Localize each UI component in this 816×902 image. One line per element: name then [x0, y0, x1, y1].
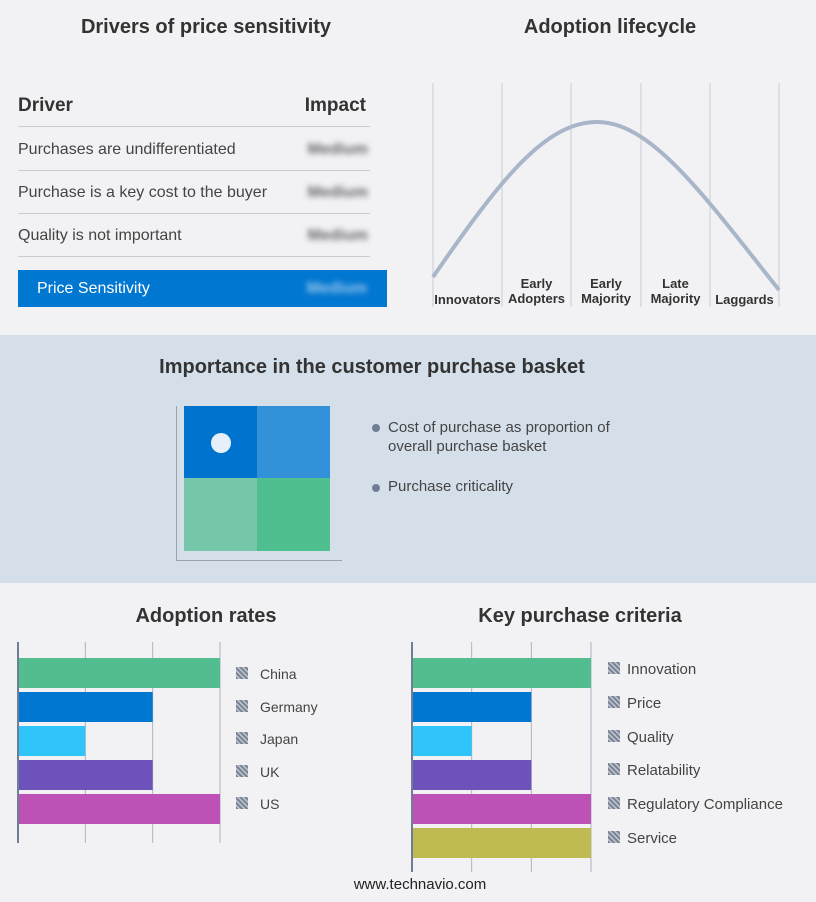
legend-item: China	[236, 666, 297, 682]
lifecycle-chart	[431, 83, 781, 307]
driver-row: Purchases are undifferentiated Medium	[18, 128, 370, 171]
legend-label: Innovation	[627, 661, 697, 678]
legend-swatch-icon	[608, 729, 620, 742]
legend-label: Quality	[627, 728, 674, 746]
matrix-quadrant-bottom-left	[184, 478, 257, 551]
legend-swatch-icon	[236, 732, 248, 744]
kpc-title: Key purchase criteria	[478, 605, 682, 627]
matrix-x-axis	[176, 560, 342, 561]
legend-item: Japan	[236, 731, 298, 747]
position-marker	[211, 433, 231, 453]
legend-bullet	[372, 484, 380, 492]
driver-row: Purchase is a key cost to the buyer Mediu…	[18, 171, 370, 214]
legend-swatch-icon	[608, 662, 620, 674]
bar-us	[19, 794, 220, 824]
basket-legend-criticality: Purchase criticality	[388, 478, 514, 495]
legend-item: Germany	[236, 699, 318, 715]
legend-swatch-icon	[236, 764, 248, 777]
stage-label: Innovators	[434, 292, 501, 307]
legend-label: UK	[260, 763, 280, 780]
drivers-header: Driver Impact	[18, 84, 370, 127]
matrix-quadrant-top-right	[257, 406, 330, 478]
legend-label: Price	[627, 694, 662, 712]
legend-label: Germany	[260, 698, 318, 715]
bar-uk	[19, 760, 153, 790]
bar-quality	[413, 726, 472, 756]
bar-service	[413, 828, 591, 858]
summary-impact: Medium	[306, 280, 367, 297]
legend-swatch-icon	[608, 831, 620, 843]
stage-label: Laggards	[715, 292, 774, 307]
legend-swatch-icon	[608, 763, 620, 776]
legend-item: US	[236, 796, 279, 812]
bar-relatability	[413, 760, 532, 790]
stage-label: Early Majority	[581, 276, 631, 306]
impact-value: Medium	[307, 141, 368, 158]
legend-label: Relatability	[627, 762, 701, 780]
bar-innovation	[413, 658, 591, 688]
impact-column-header: Impact	[304, 95, 366, 116]
stage-label: Late Majority	[650, 276, 701, 306]
legend-label: Regulatory Compliance	[627, 796, 783, 814]
basket-legend-cost: Cost of purchase as proportion of overal…	[388, 419, 610, 455]
adoption-curve	[431, 119, 781, 292]
driver-label: Quality is not important	[18, 227, 182, 244]
legend-swatch-icon	[608, 797, 620, 810]
adoption-rates-title: Adoption rates	[135, 605, 277, 627]
bar-price	[413, 692, 532, 722]
basket-title: Importance in the customer purchase bask…	[159, 356, 585, 378]
legend-swatch-icon	[236, 797, 248, 809]
legend-label: Service	[627, 830, 678, 847]
matrix-quadrant-bottom-right	[257, 478, 330, 551]
lifecycle-title: Adoption lifecycle	[523, 16, 697, 38]
legend-item: Relatability	[608, 762, 700, 779]
legend-item: Regulatory Compliance	[608, 796, 783, 813]
legend-bullet	[372, 424, 380, 432]
stage-label: Early Adopters	[507, 276, 566, 306]
bar-germany	[19, 692, 153, 722]
driver-label: Purchase is a key cost to the buyer	[18, 184, 268, 201]
legend-item: Service	[608, 830, 677, 847]
driver-row: Quality is not important Medium	[18, 214, 370, 257]
bar-regulatory-compliance	[413, 794, 591, 824]
bar-china	[19, 658, 220, 688]
price-sensitivity-summary: Price Sensitivity Medium	[18, 270, 387, 307]
legend-item: UK	[236, 764, 279, 780]
legend-swatch-icon	[236, 667, 248, 679]
legend-label: Japan	[260, 731, 299, 747]
driver-label: Purchases are undifferentiated	[18, 141, 236, 158]
legend-swatch-icon	[608, 695, 620, 708]
legend-item: Price	[608, 695, 661, 712]
basket-section	[0, 335, 816, 583]
impact-value: Medium	[307, 227, 368, 244]
bar-japan	[19, 726, 86, 756]
summary-label: Price Sensitivity	[37, 280, 150, 297]
drivers-title: Drivers of price sensitivity	[80, 16, 332, 38]
impact-value: Medium	[307, 184, 368, 201]
matrix-y-axis	[176, 406, 177, 560]
legend-item: Quality	[608, 729, 674, 746]
footer-url: www.technavio.com	[353, 876, 487, 893]
driver-column-header: Driver	[18, 95, 73, 116]
legend-label: US	[260, 796, 280, 812]
legend-item: Innovation	[608, 661, 696, 678]
legend-label: China	[260, 666, 297, 682]
legend-swatch-icon	[236, 699, 248, 712]
